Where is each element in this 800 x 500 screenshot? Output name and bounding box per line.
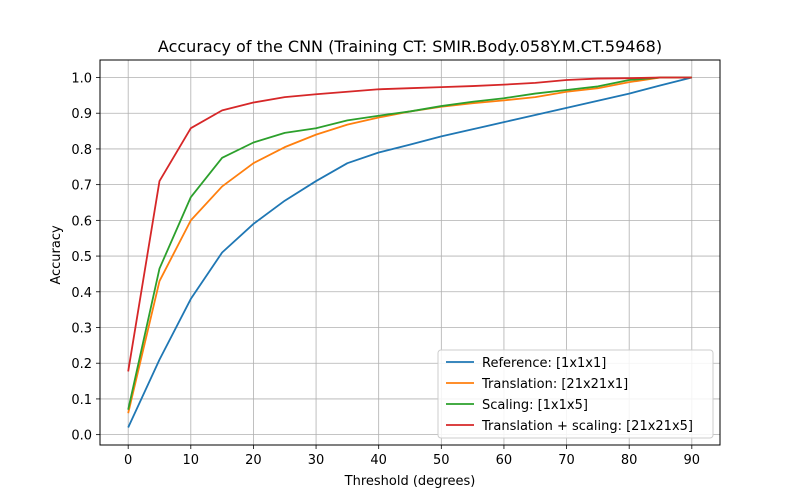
y-tick-label: 0.9 [71, 107, 92, 122]
legend-box [437, 349, 714, 439]
x-tick-label: 90 [684, 453, 701, 468]
y-tick-label: 0.3 [71, 322, 92, 337]
x-tick-label: 10 [183, 453, 200, 468]
y-tick-label: 1.0 [71, 72, 92, 87]
x-tick-label: 50 [433, 453, 450, 468]
x-tick-label: 80 [621, 453, 638, 468]
axis-ticks: 0 10 20 30 40 50 60 70 80 90 0.0 0.1 0.2 0.3 0.4 0.5 0.6… [71, 72, 700, 469]
legend-label: Translation: [21x21x1] [481, 377, 628, 392]
legend: Reference: [1x1x1] Translation: [21x21x1]… [437, 349, 714, 439]
legend-label: Scaling: [1x1x5] [482, 398, 588, 413]
chart-title: Accuracy of the CNN (Training CT: SMIR.B… [158, 37, 662, 56]
x-tick-label: 20 [245, 453, 262, 468]
x-tick-label: 0 [124, 453, 132, 468]
y-tick-label: 0.1 [71, 393, 92, 408]
y-tick-label: 0.6 [71, 214, 92, 229]
series-line-3 [127, 76, 692, 372]
y-tick-label: 0.2 [71, 357, 92, 372]
legend-label: Translation + scaling: [21x21x5] [481, 419, 693, 434]
x-tick-label: 30 [308, 453, 325, 468]
y-axis-title: Accuracy [49, 225, 64, 285]
axes-frame [99, 59, 721, 446]
y-tick-label: 0.8 [71, 143, 92, 158]
series-lines [127, 76, 693, 428]
x-tick-label: 70 [558, 453, 575, 468]
y-tick-label: 0.4 [71, 286, 92, 301]
series-line-0 [127, 76, 693, 428]
y-tick-label: 0.0 [71, 429, 92, 444]
y-tick-label: 0.5 [71, 250, 92, 265]
x-tick-label: 40 [370, 453, 387, 468]
x-tick-label: 60 [496, 453, 513, 468]
legend-label: Reference: [1x1x1] [482, 356, 606, 371]
series-line-2 [127, 76, 692, 410]
y-tick-label: 0.7 [71, 179, 92, 194]
x-axis-title: Threshold (degrees) [344, 474, 476, 489]
